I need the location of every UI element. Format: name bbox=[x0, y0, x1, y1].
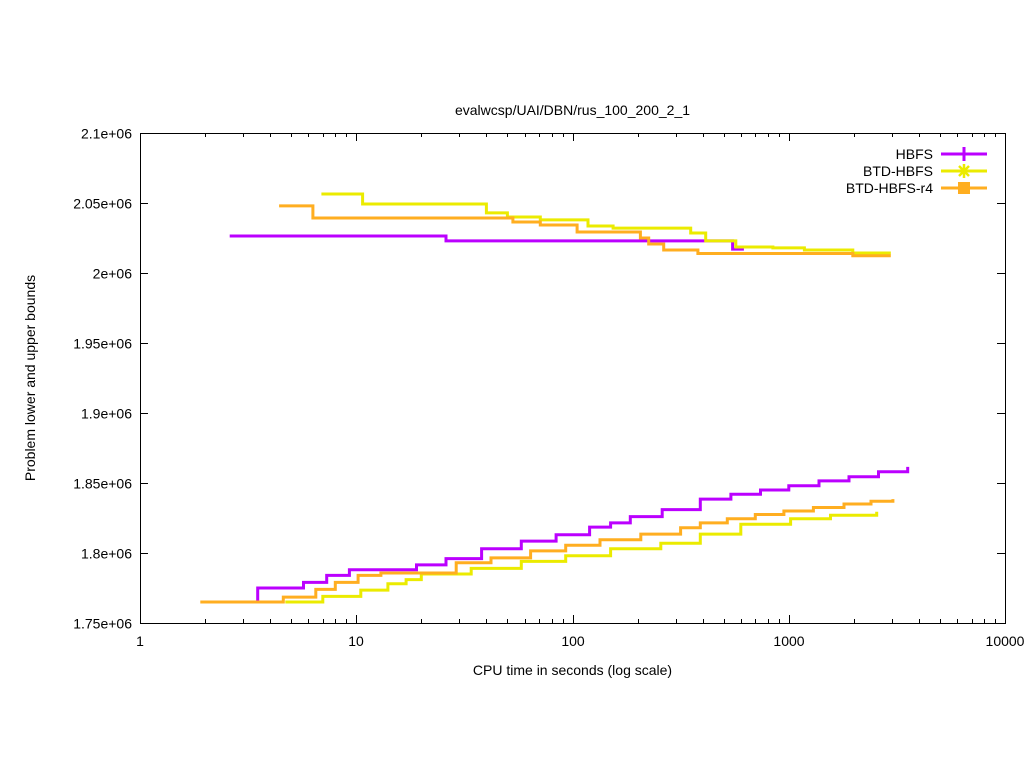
y-tick-label: 1.75e+06 bbox=[73, 616, 132, 632]
y-tick-label: 1.85e+06 bbox=[73, 476, 132, 492]
series-BTD-HBFS-lower-line bbox=[285, 511, 879, 604]
legend-marker-square bbox=[958, 182, 970, 194]
y-tick-label: 2e+06 bbox=[93, 266, 133, 282]
legend-label: BTD-HBFS-r4 bbox=[846, 180, 933, 196]
y-tick-label: 2.05e+06 bbox=[73, 196, 132, 212]
series-BTD-HBFS-r4-upper-line bbox=[279, 204, 891, 258]
x-tick-label: 100 bbox=[561, 633, 585, 649]
y-axis-label: Problem lower and upper bounds bbox=[22, 274, 38, 482]
series-BTD-HBFS-upper-line bbox=[321, 192, 891, 255]
y-tick-label: 1.9e+06 bbox=[81, 406, 132, 422]
legend-entry-hbfs: HBFS bbox=[896, 146, 987, 162]
x-axis-label: CPU time in seconds (log scale) bbox=[472, 662, 673, 678]
series-HBFS-upper-line bbox=[229, 234, 744, 251]
legend-marker-asterisk bbox=[957, 164, 971, 178]
x-tick-label: 10 bbox=[348, 633, 364, 649]
y-tick-label: 1.8e+06 bbox=[81, 546, 132, 562]
legend-marker-plus bbox=[957, 147, 971, 161]
y-tick-label: 1.95e+06 bbox=[73, 336, 132, 352]
x-tick-label: 1000 bbox=[773, 633, 804, 649]
x-tick-label: 1 bbox=[136, 633, 144, 649]
series-HBFS-lower-line bbox=[252, 466, 910, 604]
legend-label: HBFS bbox=[896, 146, 933, 162]
chart-title: evalwcsp/UAI/DBN/rus_100_200_2_1 bbox=[454, 102, 691, 118]
legend-label: BTD-HBFS bbox=[863, 163, 933, 179]
y-tick-label: 2.1e+06 bbox=[81, 126, 132, 142]
axes-border bbox=[140, 133, 1006, 624]
series-BTD-HBFS-r4-lower-line bbox=[200, 499, 895, 604]
x-tick-label: 10000 bbox=[986, 633, 1024, 649]
